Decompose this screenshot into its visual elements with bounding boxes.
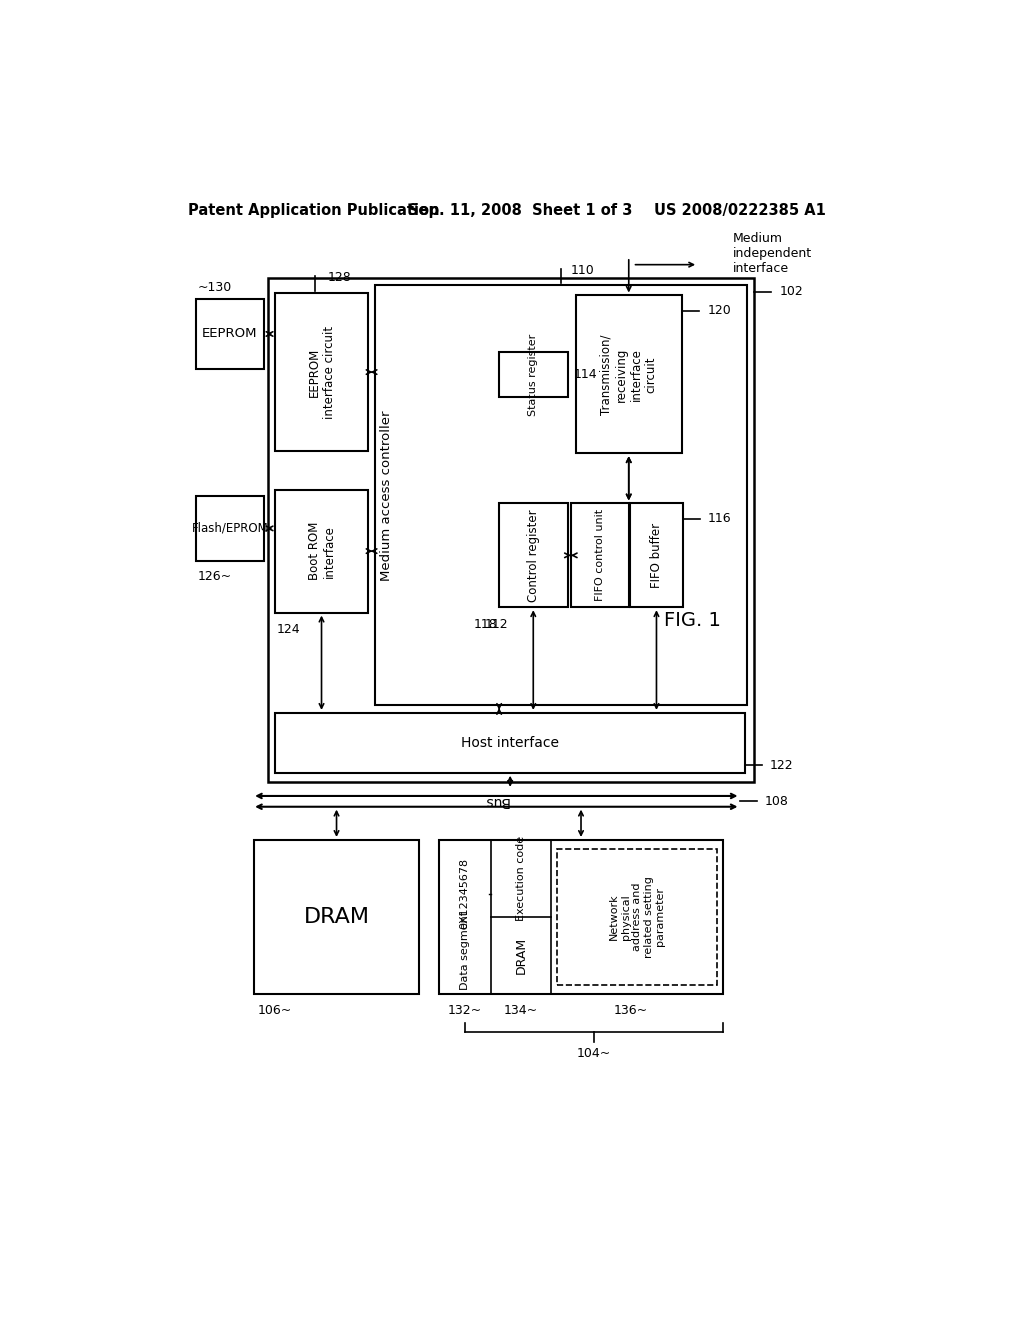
Bar: [275, 490, 368, 612]
Text: 108: 108: [765, 795, 788, 808]
Text: US 2008/0222385 A1: US 2008/0222385 A1: [654, 203, 826, 218]
Text: 132~: 132~: [447, 1005, 482, 1018]
Text: Patent Application Publication: Patent Application Publication: [188, 203, 440, 218]
Text: Bus: Bus: [483, 795, 509, 808]
Text: Medium access controller: Medium access controller: [380, 411, 392, 581]
Bar: [254, 840, 419, 994]
Text: FIG. 1: FIG. 1: [665, 611, 721, 630]
Text: 0X12345678: 0X12345678: [460, 858, 470, 929]
Text: 126~: 126~: [198, 570, 231, 583]
Text: 118: 118: [473, 618, 497, 631]
Bar: [499, 503, 568, 607]
Bar: [275, 293, 368, 451]
Text: FIFO control unit: FIFO control unit: [595, 510, 605, 602]
Text: 106~: 106~: [258, 1005, 292, 1018]
Text: Host interface: Host interface: [461, 735, 559, 750]
Bar: [499, 352, 568, 397]
Text: 124: 124: [276, 623, 300, 636]
Bar: [571, 503, 629, 607]
Text: Medium
independent
interface: Medium independent interface: [733, 231, 812, 275]
Text: Flash/EPROM: Flash/EPROM: [191, 521, 268, 535]
Text: 122: 122: [770, 759, 794, 772]
Bar: [196, 300, 264, 368]
Text: DRAM: DRAM: [303, 907, 370, 927]
Bar: [631, 503, 683, 607]
Text: 104~: 104~: [577, 1047, 611, 1060]
Text: 102: 102: [779, 285, 804, 298]
Text: Status register: Status register: [528, 334, 539, 416]
Bar: [275, 713, 745, 774]
Text: Boot ROM
interface: Boot ROM interface: [307, 521, 336, 581]
Bar: [557, 849, 717, 985]
Text: Control register: Control register: [526, 510, 540, 602]
Bar: [267, 277, 755, 781]
Text: Execution code: Execution code: [516, 836, 526, 921]
Bar: [575, 296, 682, 453]
Text: 134~: 134~: [504, 1005, 538, 1018]
Text: EEPROM: EEPROM: [202, 327, 258, 341]
Text: Data segment: Data segment: [460, 911, 470, 990]
Text: EEPROM
interface circuit: EEPROM interface circuit: [307, 326, 336, 418]
Bar: [438, 840, 724, 994]
Text: 112: 112: [484, 618, 508, 631]
Text: 120: 120: [708, 305, 731, 317]
Text: 114: 114: [574, 368, 598, 381]
Text: ~130: ~130: [198, 281, 231, 294]
Text: 110: 110: [570, 264, 594, 277]
Text: Network
physical
address and
related setting
parameter: Network physical address and related set…: [609, 876, 666, 958]
Text: 128: 128: [328, 271, 351, 284]
Text: FIFO buffer: FIFO buffer: [650, 523, 663, 587]
Text: Transmission/
receiving
interface
circuit: Transmission/ receiving interface circui…: [600, 334, 657, 414]
Bar: [376, 285, 746, 705]
Text: Sep. 11, 2008  Sheet 1 of 3: Sep. 11, 2008 Sheet 1 of 3: [408, 203, 632, 218]
Text: 136~: 136~: [614, 1005, 648, 1018]
Text: 116: 116: [708, 512, 732, 525]
Text: DRAM: DRAM: [514, 937, 527, 974]
Bar: [196, 496, 264, 561]
